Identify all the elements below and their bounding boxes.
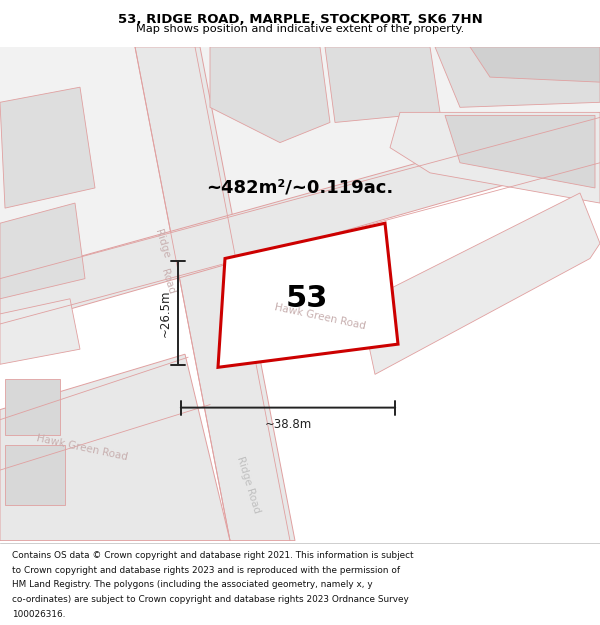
Text: ~482m²/~0.119ac.: ~482m²/~0.119ac. (206, 179, 394, 197)
Text: ~26.5m: ~26.5m (159, 289, 172, 337)
Text: Ridge Road: Ridge Road (235, 456, 262, 515)
Text: 53: 53 (286, 284, 328, 312)
Text: 100026316.: 100026316. (12, 610, 65, 619)
Polygon shape (445, 116, 595, 188)
Text: Road: Road (160, 268, 176, 296)
Polygon shape (5, 379, 60, 435)
Polygon shape (0, 299, 80, 364)
Text: Map shows position and indicative extent of the property.: Map shows position and indicative extent… (136, 24, 464, 34)
Polygon shape (0, 47, 600, 309)
Polygon shape (5, 445, 65, 506)
Polygon shape (390, 112, 600, 203)
Text: HM Land Registry. The polygons (including the associated geometry, namely x, y: HM Land Registry. The polygons (includin… (12, 580, 373, 589)
Polygon shape (0, 354, 230, 541)
Polygon shape (360, 193, 600, 374)
Text: to Crown copyright and database rights 2023 and is reproduced with the permissio: to Crown copyright and database rights 2… (12, 566, 400, 574)
Text: Ridge: Ridge (153, 228, 171, 259)
Polygon shape (0, 203, 85, 299)
Text: ~38.8m: ~38.8m (265, 418, 311, 431)
Polygon shape (210, 47, 330, 142)
Polygon shape (218, 223, 398, 368)
Polygon shape (0, 87, 95, 208)
Text: co-ordinates) are subject to Crown copyright and database rights 2023 Ordnance S: co-ordinates) are subject to Crown copyr… (12, 595, 409, 604)
Polygon shape (325, 47, 440, 122)
Polygon shape (0, 112, 600, 329)
Text: Hawk Green Road: Hawk Green Road (35, 433, 128, 462)
Polygon shape (470, 47, 600, 82)
Text: 53, RIDGE ROAD, MARPLE, STOCKPORT, SK6 7HN: 53, RIDGE ROAD, MARPLE, STOCKPORT, SK6 7… (118, 13, 482, 26)
Text: Contains OS data © Crown copyright and database right 2021. This information is : Contains OS data © Crown copyright and d… (12, 551, 413, 560)
Text: Hawk Green Road: Hawk Green Road (274, 302, 367, 331)
Polygon shape (135, 47, 295, 541)
Polygon shape (435, 47, 600, 108)
